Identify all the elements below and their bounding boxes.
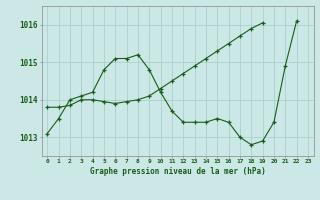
X-axis label: Graphe pression niveau de la mer (hPa): Graphe pression niveau de la mer (hPa) bbox=[90, 167, 266, 176]
